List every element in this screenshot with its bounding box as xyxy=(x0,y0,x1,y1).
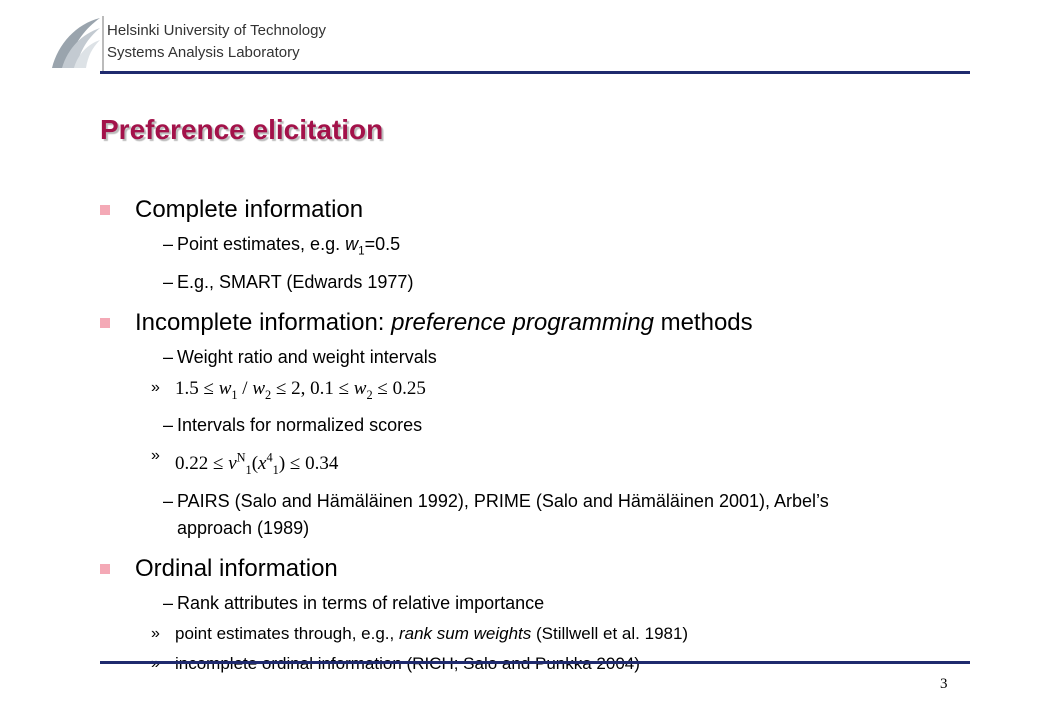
sub-bullet: – Point estimates, e.g. w1=0.5 xyxy=(100,229,897,267)
italic-run: w xyxy=(345,234,359,254)
sub-bullet-text: Rank attributes in terms of relative imp… xyxy=(177,593,544,613)
sub-sub-bullet: » 1.5 ≤ w1 / w2 ≤ 2, 0.1 ≤ w2 ≤ 0.25 xyxy=(58,373,980,411)
sub-sub-bullet: » point estimates through, e.g., rank sum… xyxy=(58,619,980,649)
italic-run: rank sum weights xyxy=(398,623,532,643)
sub-sub-bullet: » 0.22 ≤ vN1(x41) ≤ 0.34 xyxy=(58,441,980,485)
org-name: Helsinki University of Technology xyxy=(107,22,326,39)
text-run: E.g., SMART (Edwards 1977) xyxy=(177,271,414,292)
text-run: ) ≤ 0.34 xyxy=(278,452,339,474)
bullet-square xyxy=(100,563,110,574)
sub-bullet: – Intervals for normalized scores xyxy=(100,410,897,441)
bullet-list: Complete information – Point estimates, e.… xyxy=(100,195,980,679)
subscript: 2 xyxy=(265,387,272,402)
bullet: Incomplete information: preference progr… xyxy=(100,308,980,544)
superscript: N xyxy=(236,450,246,465)
italic-run: preference programming xyxy=(391,308,654,336)
list-marker: – xyxy=(163,271,174,292)
text-run: 0.22 ≤ xyxy=(175,452,229,474)
list-marker: – xyxy=(163,234,174,254)
formula: 0.22 ≤ vN1(x41) ≤ 0.34 xyxy=(175,450,339,477)
text-run: Intervals for normalized scores xyxy=(177,415,423,436)
bullet-square xyxy=(100,317,110,328)
italic-run: w xyxy=(353,377,367,399)
subscript: 1 xyxy=(245,462,252,477)
text-run: Ordinal information xyxy=(135,554,338,582)
text-run: ≤ 2, 0.1 ≤ xyxy=(271,377,354,399)
italic-run: w xyxy=(218,377,232,399)
list-marker: – xyxy=(163,592,174,613)
slide-title: Preference elicitation xyxy=(100,114,384,145)
bullet: Complete information – Point estimates, e.… xyxy=(100,195,980,298)
subscript: 1 xyxy=(272,462,279,477)
sub-bullet: – PAIRS (Salo and Hämäläinen 1992), PRIME… xyxy=(100,486,897,544)
text-run: ( xyxy=(251,452,259,474)
logo xyxy=(52,16,104,72)
bullet: Ordinal information – Rank attributes in t… xyxy=(100,554,980,679)
italic-run: x xyxy=(258,452,267,474)
top-rule xyxy=(100,71,970,74)
text-run: ≤ 0.25 xyxy=(372,377,426,399)
text-run: Rank attributes in terms of relative imp… xyxy=(177,592,545,613)
italic-run: v xyxy=(228,452,237,474)
text-run: 1.5 ≤ xyxy=(175,377,219,399)
list-marker: – xyxy=(163,415,174,436)
subscript: 1 xyxy=(358,244,365,258)
sub-bullet: – E.g., SMART (Edwards 1977) xyxy=(100,267,897,298)
text-run: / xyxy=(237,377,253,399)
text-run: PAIRS (Salo and Hämäläinen 1992), PRIME … xyxy=(177,490,829,538)
bullet-square xyxy=(100,205,110,215)
text-run: methods xyxy=(653,308,753,336)
sub-bullet: – Rank attributes in terms of relative im… xyxy=(100,588,897,619)
sub-bullet-text: Intervals for normalized scores xyxy=(177,415,422,435)
list-marker: – xyxy=(163,490,174,511)
text-run: Incomplete information: xyxy=(135,308,392,336)
subscript: 2 xyxy=(366,387,373,402)
text-run: Point estimates, e.g. xyxy=(177,234,346,254)
text-run: Complete information xyxy=(135,196,364,223)
sub-bullet-text: Point estimates, e.g. w1=0.5 xyxy=(177,234,401,258)
list-marker: – xyxy=(163,346,174,367)
sub-bullet: – Weight ratio and weight intervals xyxy=(100,342,897,373)
page-number: 3 xyxy=(940,676,948,692)
list-marker: » xyxy=(151,447,160,465)
superscript: 4 xyxy=(266,450,273,465)
sub-bullet-text: Weight ratio and weight intervals xyxy=(177,347,437,367)
formula: 1.5 ≤ w1 / w2 ≤ 2, 0.1 ≤ w2 ≤ 0.25 xyxy=(175,377,426,402)
list-marker: » xyxy=(151,624,160,642)
list-marker: » xyxy=(151,378,160,396)
bottom-rule xyxy=(100,661,970,664)
lab-name: Systems Analysis Laboratory xyxy=(107,44,300,61)
text-run: Weight ratio and weight intervals xyxy=(177,346,437,367)
subscript: 1 xyxy=(231,387,238,402)
text-run: =0.5 xyxy=(364,234,401,254)
sub-bullet-text: PAIRS (Salo and Hämäläinen 1992), PRIME … xyxy=(177,491,829,538)
sub-bullet-text: E.g., SMART (Edwards 1977) xyxy=(177,272,413,292)
sub-sub-bullet-text: point estimates through, e.g., rank sum … xyxy=(175,624,688,643)
text-run: (Stillwell et al. 1981) xyxy=(531,623,689,643)
italic-run: w xyxy=(252,377,266,399)
text-run: point estimates through, e.g., xyxy=(175,623,399,643)
